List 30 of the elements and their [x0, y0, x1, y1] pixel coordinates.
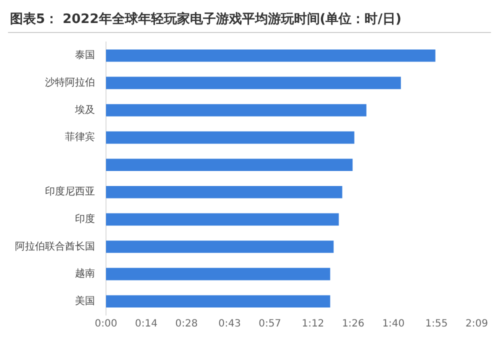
x-tick-label: 0:28	[175, 318, 198, 330]
x-tick-label: 1:12	[302, 318, 324, 330]
y-tick-label: 沙特阿拉伯	[45, 76, 95, 89]
y-tick-label: 菲律宾	[65, 131, 95, 144]
x-tick-label: 0:57	[258, 318, 282, 330]
x-tick-label: 1:40	[382, 318, 405, 330]
x-tick-label: 0:43	[218, 318, 241, 330]
x-tick-label: 2:09	[466, 318, 488, 330]
x-tick-label: 0:00	[94, 318, 118, 330]
chart-title: 图表5： 2022年全球年轻玩家电子游戏平均游玩时间(单位：时/日)	[8, 8, 491, 33]
bar	[106, 295, 330, 308]
y-tick-label: 埃及	[74, 104, 95, 116]
bar	[106, 158, 353, 171]
y-tick-label: 泰国	[75, 50, 95, 62]
y-tick-label: 印度	[75, 213, 95, 226]
bar	[106, 76, 401, 90]
y-tick-label: 美国	[75, 294, 95, 307]
y-tick-label: 越南	[75, 268, 95, 280]
bar	[106, 104, 366, 116]
bar	[106, 213, 339, 226]
y-tick-label: 阿拉伯联合酋长国	[15, 240, 95, 252]
x-tick-label: 0:14	[135, 318, 158, 330]
x-tick-label: 1:26	[342, 318, 364, 330]
bar	[106, 131, 354, 144]
bar	[106, 186, 342, 198]
x-tick-label: 1:55	[425, 318, 448, 330]
y-tick-label: 印度尼西亚	[45, 186, 95, 198]
bar	[106, 268, 330, 280]
bar	[106, 50, 436, 62]
bar	[106, 240, 334, 253]
